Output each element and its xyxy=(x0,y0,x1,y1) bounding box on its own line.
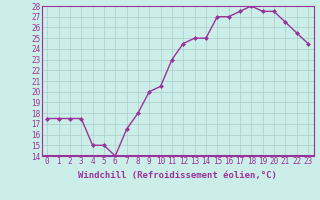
X-axis label: Windchill (Refroidissement éolien,°C): Windchill (Refroidissement éolien,°C) xyxy=(78,171,277,180)
